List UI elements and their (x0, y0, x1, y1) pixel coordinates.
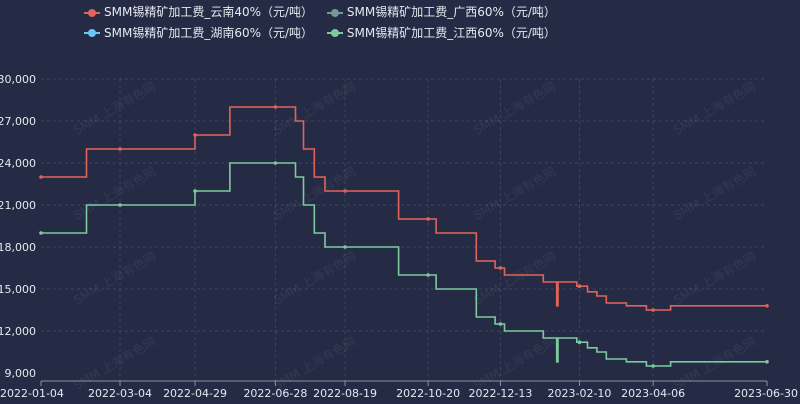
x-tick-label: 2022-01-04 (0, 387, 64, 400)
grid-lines (41, 78, 767, 381)
x-tick-label: 2022-06-28 (243, 387, 307, 400)
y-tick-label: 30,000 (0, 73, 36, 86)
series-point (273, 161, 278, 165)
series-point (343, 189, 347, 193)
watermark-text: SMM 上海有色网 (471, 334, 558, 393)
watermark-text: SMM 上海有色网 (71, 164, 158, 223)
series-point (498, 322, 503, 326)
series-point (498, 266, 503, 270)
x-tick-label: 2022-03-04 (88, 387, 152, 400)
series-point (765, 360, 769, 364)
series-point (193, 133, 197, 137)
legend-label: SMM锡精矿加工费_广西60%（元/吨） (346, 5, 556, 19)
x-tick-label: 2022-04-29 (163, 387, 227, 400)
y-tick-label: 15,000 (0, 283, 36, 296)
series-point (193, 189, 197, 193)
series-point (118, 203, 122, 207)
y-axis: 9,000 12,000 15,000 18,000 21,000 24,000 27,00… (0, 73, 36, 380)
y-tick-label: 27,000 (0, 115, 36, 128)
x-tick-label: 2022-12-13 (468, 387, 532, 400)
series-point (765, 304, 769, 308)
watermark-text: SMM 上海有色网 (471, 79, 558, 138)
watermark-text: SMM 上海有色网 (71, 249, 158, 308)
series-line-0 (41, 106, 767, 311)
legend-symbol-icon (326, 8, 343, 18)
legend-symbol-icon (326, 28, 343, 38)
x-tick-label: 2023-06-30 (734, 387, 798, 400)
legend-symbol-icon (84, 28, 100, 38)
legend-item-yunnan[interactable]: SMM锡精矿加工费_云南40%（元/吨） (84, 3, 313, 22)
series-point (273, 105, 278, 109)
legend-label: SMM锡精矿加工费_云南40%（元/吨） (104, 5, 314, 19)
watermark-text: SMM 上海有色网 (471, 249, 558, 308)
series-point (39, 175, 43, 179)
series-point (343, 245, 347, 249)
legend-item-hunan[interactable]: SMM锡精矿加工费_湖南60%（元/吨） (84, 24, 313, 43)
watermark-text: SMM 上海有色网 (671, 249, 758, 308)
watermark-layer: SMM 上海有色网 SMM 上海有色网 SMM 上海有色网 SMM 上海有色网 SMM … (71, 79, 758, 393)
x-tick-label: 2022-10-20 (396, 387, 460, 400)
legend: SMM锡精矿加工费_云南40%（元/吨） SMM锡精矿加工费_广西60%（元/吨… (84, 3, 794, 44)
series-point (426, 217, 430, 221)
legend-item-guangxi[interactable]: SMM锡精矿加工费_广西60%（元/吨） (326, 3, 556, 22)
legend-symbol-icon (84, 8, 100, 18)
legend-label: SMM锡精矿加工费_湖南60%（元/吨） (104, 25, 314, 40)
watermark-text: SMM 上海有色网 (71, 79, 158, 138)
series-point (577, 284, 582, 289)
watermark-text: SMM 上海有色网 (671, 334, 758, 393)
x-tick-label: 2023-02-10 (548, 387, 612, 400)
series-lines (39, 105, 769, 368)
y-tick-label: 18,000 (0, 241, 36, 254)
y-tick-label: 21,000 (0, 199, 36, 212)
y-tick-label: 24,000 (0, 157, 36, 170)
series-point (426, 273, 430, 277)
watermark-text: SMM 上海有色网 (71, 334, 158, 393)
series-point (651, 364, 655, 368)
x-axis: 2022-01-04 2022-03-04 2022-04-29 2022-06-28… (0, 380, 798, 400)
x-tick-label: 2022-08-19 (313, 387, 377, 400)
legend-item-jiangxi[interactable]: SMM锡精矿加工费_江西60%（元/吨） (326, 24, 556, 43)
series-point (39, 231, 43, 235)
watermark-text: SMM 上海有色网 (671, 164, 758, 223)
watermark-text: SMM 上海有色网 (471, 164, 558, 223)
series-point (577, 340, 582, 345)
series-point (651, 308, 655, 312)
watermark-text: SMM 上海有色网 (671, 79, 758, 138)
legend-label: SMM锡精矿加工费_江西60%（元/吨） (346, 25, 556, 40)
y-tick-label: 9,000 (5, 367, 37, 380)
y-tick-label: 12,000 (0, 325, 36, 338)
x-tick-label: 2023-04-06 (621, 387, 685, 400)
series-point (118, 147, 122, 151)
